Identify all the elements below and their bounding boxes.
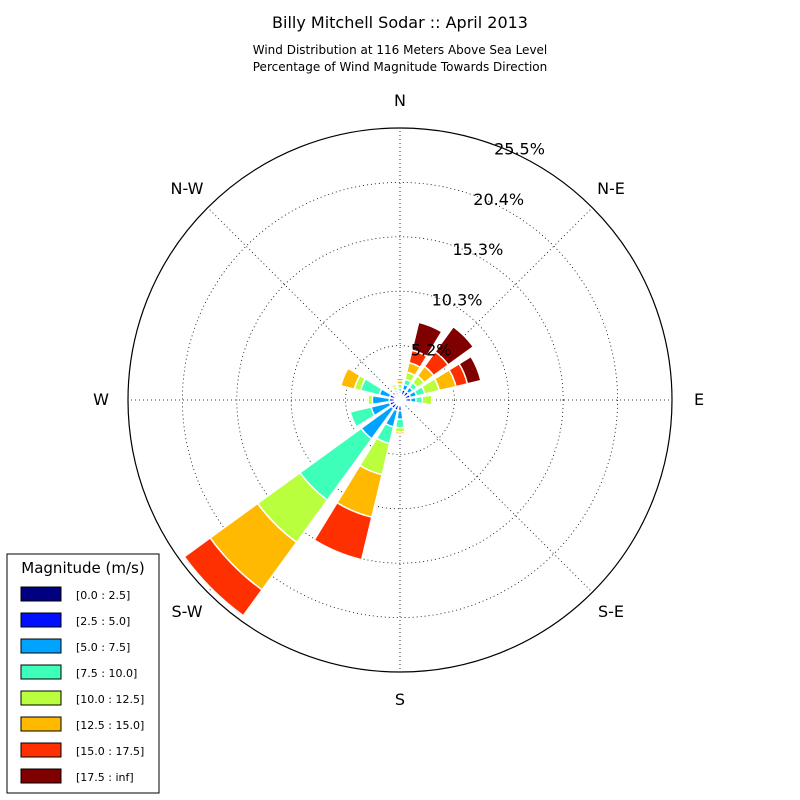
legend-swatch bbox=[20, 612, 62, 628]
wind-bar-segment bbox=[421, 394, 433, 406]
legend: Magnitude (m/s) [0.0 : 2.5] [2.5 : 5.0] [5… bbox=[6, 553, 160, 794]
grid-spoke bbox=[207, 207, 401, 401]
direction-label: S-W bbox=[171, 602, 202, 621]
legend-swatch bbox=[20, 586, 62, 602]
legend-label: [0.0 : 2.5] bbox=[76, 589, 130, 602]
grid-ring bbox=[236, 236, 564, 564]
legend-items: [0.0 : 2.5] [2.5 : 5.0] [5.0 : 7.5] [7.5 : … bbox=[20, 586, 144, 784]
ring-label: 20.4% bbox=[473, 190, 524, 209]
direction-label: W bbox=[93, 390, 109, 409]
wind-bar-segment bbox=[349, 406, 376, 428]
ring-label: 25.5% bbox=[494, 140, 545, 159]
wind-bar-segment bbox=[434, 325, 475, 366]
legend-swatch bbox=[20, 768, 62, 784]
legend-label: [2.5 : 5.0] bbox=[76, 615, 130, 628]
legend-title: Magnitude (m/s) bbox=[21, 559, 144, 577]
legend-swatch bbox=[20, 742, 62, 758]
wind-bar-segment bbox=[404, 400, 409, 405]
wind-bar-segment bbox=[183, 536, 264, 617]
wind-bar-segment bbox=[414, 395, 424, 405]
grid-spoke bbox=[399, 399, 593, 593]
direction-label: N-W bbox=[171, 179, 204, 198]
legend-label: [5.0 : 7.5] bbox=[76, 641, 130, 654]
wind-bar-segment bbox=[395, 377, 405, 382]
grid-ring bbox=[345, 345, 455, 455]
wind-bar-segment bbox=[367, 394, 374, 406]
axis-labels: N N-E E S-E S S-W W N-W 5.2% 10.3% 15.3% 20.4% 25.5% bbox=[93, 91, 704, 709]
direction-label: N-E bbox=[597, 179, 625, 198]
wind-bar-segment bbox=[411, 321, 443, 358]
wind-sectors bbox=[183, 321, 482, 617]
legend-swatch bbox=[20, 638, 62, 654]
wind-bar-segment bbox=[458, 355, 482, 385]
legend-label: [15.0 : 17.5] bbox=[76, 745, 144, 758]
direction-label: E bbox=[694, 390, 704, 409]
wind-bar-segment bbox=[394, 418, 406, 429]
grid-spoke bbox=[399, 207, 593, 401]
outer-ring bbox=[127, 127, 673, 673]
legend-swatch bbox=[20, 664, 62, 680]
direction-label: N bbox=[394, 91, 406, 110]
wind-bar-segment bbox=[339, 367, 362, 390]
legend-swatch bbox=[20, 716, 62, 732]
direction-label: S-E bbox=[598, 602, 624, 621]
legend-label: [12.5 : 15.0] bbox=[76, 719, 144, 732]
legend-label: [7.5 : 10.0] bbox=[76, 667, 137, 680]
ring-label: 10.3% bbox=[432, 290, 483, 309]
direction-label: S bbox=[395, 690, 405, 709]
legend-label: [17.5 : inf] bbox=[76, 771, 134, 784]
chart-title: Billy Mitchell Sodar :: April 2013 bbox=[272, 13, 528, 32]
ring-label: 15.3% bbox=[452, 240, 503, 259]
ring-label: 5.2% bbox=[411, 341, 452, 360]
wind-bar-segment bbox=[390, 383, 398, 390]
legend-swatch bbox=[20, 690, 62, 706]
chart-subtitle-line-2: Percentage of Wind Magnitude Towards Dir… bbox=[253, 60, 547, 74]
wind-bar-segment bbox=[313, 501, 373, 561]
legend-label: [10.0 : 12.5] bbox=[76, 693, 144, 706]
wind-bar-segment bbox=[393, 430, 407, 435]
chart-subtitle-line-1: Wind Distribution at 116 Meters Above Se… bbox=[253, 43, 548, 57]
grid-ring bbox=[181, 181, 619, 619]
